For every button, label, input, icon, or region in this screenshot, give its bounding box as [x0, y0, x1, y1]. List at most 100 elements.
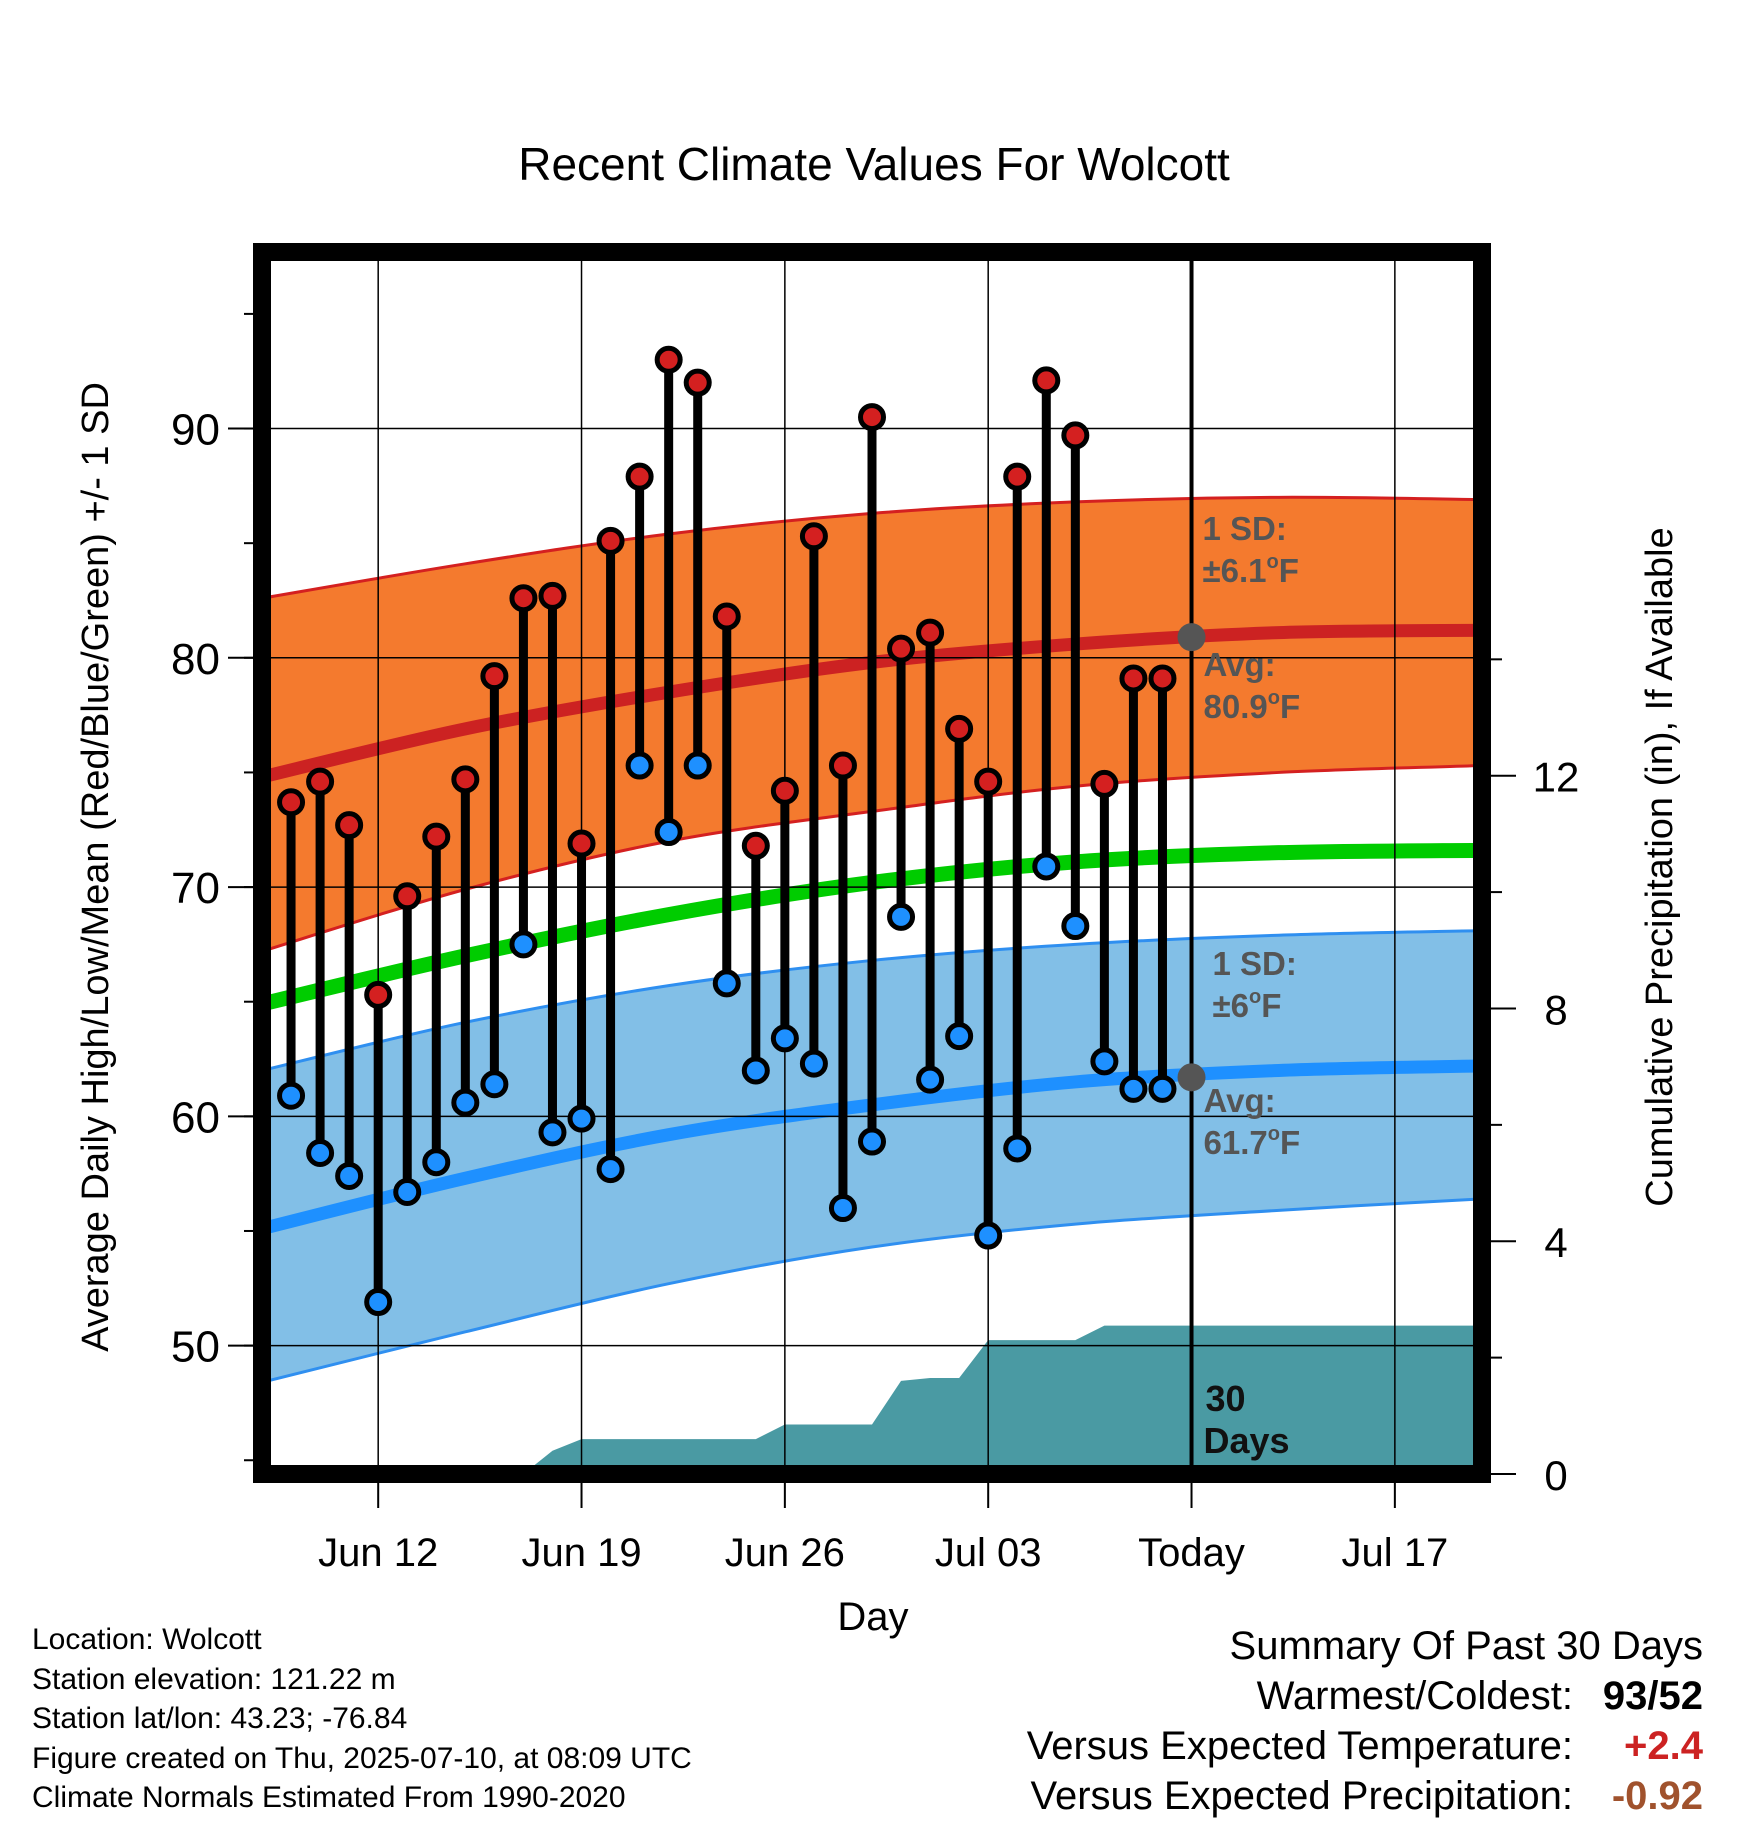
high-avg-annotation-value: 80.9oF: [1204, 687, 1301, 725]
daily-high-point: [538, 581, 567, 610]
y2-axis-label: Cumulative Precipitation (in), If Availa…: [1639, 527, 1681, 1206]
low-sd-annotation: 1 SD: ±6oF: [1213, 945, 1297, 1024]
plot-frame: [253, 243, 1491, 1483]
y2-tick-label: 12: [1533, 754, 1580, 801]
daily-low-point: [1148, 1074, 1177, 1103]
created-text: Figure created on Thu, 2025-07-10, at 08…: [32, 1741, 692, 1775]
daily-low-point: [1032, 852, 1061, 881]
daily-low-point: [364, 1288, 393, 1317]
daily-low-point: [887, 902, 916, 931]
daily-high-point: [770, 776, 799, 805]
window-label-number: 30: [1206, 1378, 1246, 1419]
daily-high-point: [1119, 664, 1148, 693]
daily-high-point: [509, 584, 538, 613]
daily-high-point: [974, 767, 1003, 796]
daily-low-point: [1003, 1134, 1032, 1163]
summary-panel: Summary Of Past 30 Days Warmest/Coldest:…: [1027, 1621, 1703, 1821]
daily-high-point: [480, 662, 509, 691]
daily-high-point: [393, 882, 422, 911]
today-low-avg-marker: [1177, 1063, 1206, 1092]
y-tick-label: 50: [171, 1323, 220, 1372]
daily-low-point: [712, 969, 741, 998]
daily-high-point: [451, 765, 480, 794]
daily-low-point: [1061, 912, 1090, 941]
daily-high-point: [1061, 421, 1090, 450]
high-avg-annotation-degree: o: [1268, 687, 1280, 709]
daily-high-point: [306, 767, 335, 796]
low-avg-annotation-number: 61.7: [1204, 1124, 1268, 1161]
low-avg-annotation: Avg: 61.7oF: [1204, 1082, 1301, 1161]
daily-high-point: [364, 980, 393, 1009]
daily-low-point: [451, 1088, 480, 1117]
x-tick-label: Jun 19: [521, 1531, 641, 1575]
daily-low-point: [306, 1139, 335, 1168]
high-sd-annotation: 1 SD: ±6.1oF: [1203, 510, 1299, 589]
daily-low-point: [567, 1104, 596, 1133]
daily-low-point: [538, 1118, 567, 1147]
y2-tick-label: 8: [1544, 986, 1567, 1033]
location-text: Location: Wolcott: [32, 1623, 262, 1656]
daily-low-point: [1090, 1047, 1119, 1076]
daily-high-point: [741, 831, 770, 860]
daily-high-point: [683, 368, 712, 397]
daily-high-point: [567, 829, 596, 858]
daily-low-point: [393, 1178, 422, 1206]
daily-low-point: [770, 1024, 799, 1053]
chart-title: Recent Climate Values For Wolcott: [518, 138, 1230, 190]
temp-departure-value: +2.4: [1624, 1724, 1703, 1768]
high-avg-annotation-label: Avg:: [1204, 646, 1276, 683]
station-info: Location: Wolcott Station elevation: 121…: [32, 1620, 692, 1818]
warm-cold-value: 93/52: [1573, 1671, 1703, 1721]
low-sd-annotation-label: 1 SD:: [1213, 945, 1297, 982]
daily-low-point: [654, 818, 683, 847]
low-sd-annotation-unit: F: [1261, 987, 1281, 1024]
x-axis-label: Day: [837, 1595, 908, 1639]
daily-high-point: [858, 403, 886, 432]
y2-tick-label: 4: [1544, 1219, 1567, 1266]
daily-high-point: [1090, 769, 1119, 798]
x-tick-label: Jul 03: [935, 1531, 1042, 1575]
daily-low-point: [1119, 1074, 1148, 1103]
y2-tick-label: 0: [1544, 1452, 1567, 1499]
daily-high-point: [887, 634, 916, 663]
warm-cold-label: Warmest/Coldest:: [1256, 1674, 1573, 1718]
daily-high-point: [1032, 366, 1061, 395]
daily-low-point: [422, 1148, 451, 1177]
daily-low-point: [335, 1161, 364, 1190]
high-sd-annotation-label: 1 SD:: [1203, 510, 1287, 547]
low-avg-annotation-degree: o: [1268, 1123, 1280, 1145]
low-sd-band: [262, 930, 1482, 1383]
daily-low-point: [741, 1056, 770, 1085]
warm-cold-row: Warmest/Coldest: 93/52: [1027, 1671, 1703, 1721]
daily-high-point: [654, 345, 683, 374]
latlon-text: Station lat/lon: 43.23; -76.84: [32, 1702, 408, 1735]
daily-low-point: [828, 1194, 857, 1223]
low-avg-annotation-value: 61.7oF: [1204, 1123, 1301, 1161]
daily-low-point: [625, 751, 654, 780]
summary-title: Summary Of Past 30 Days: [1229, 1624, 1703, 1668]
cold-value: 52: [1658, 1674, 1704, 1718]
low-avg-annotation-unit: F: [1280, 1124, 1300, 1161]
daily-low-point: [683, 751, 712, 780]
daily-high-point: [712, 602, 741, 631]
low-sd-annotation-degree: o: [1249, 986, 1261, 1008]
high-avg-annotation: Avg: 80.9oF: [1204, 646, 1301, 725]
high-avg-annotation-unit: F: [1280, 688, 1300, 725]
x-tick-label: Today: [1138, 1531, 1245, 1575]
daily-high-point: [1148, 664, 1177, 693]
temp-departure-row: Versus Expected Temperature: +2.4: [1027, 1721, 1703, 1771]
precip-departure-value: -0.92: [1611, 1774, 1703, 1818]
daily-high-point: [335, 811, 364, 840]
elevation-text: Station elevation: 121.22 m: [32, 1662, 396, 1696]
high-avg-annotation-number: 80.9: [1204, 688, 1268, 725]
high-sd-annotation-value: ±6.1oF: [1203, 551, 1299, 589]
high-sd-annotation-number: ±6.1: [1203, 552, 1267, 589]
daily-low-point: [277, 1081, 306, 1110]
y-tick-label: 90: [171, 406, 220, 455]
high-sd-annotation-unit: F: [1279, 552, 1299, 589]
daily-low-point: [974, 1221, 1003, 1250]
daily-high-point: [422, 822, 451, 851]
daily-high-point: [625, 462, 654, 491]
